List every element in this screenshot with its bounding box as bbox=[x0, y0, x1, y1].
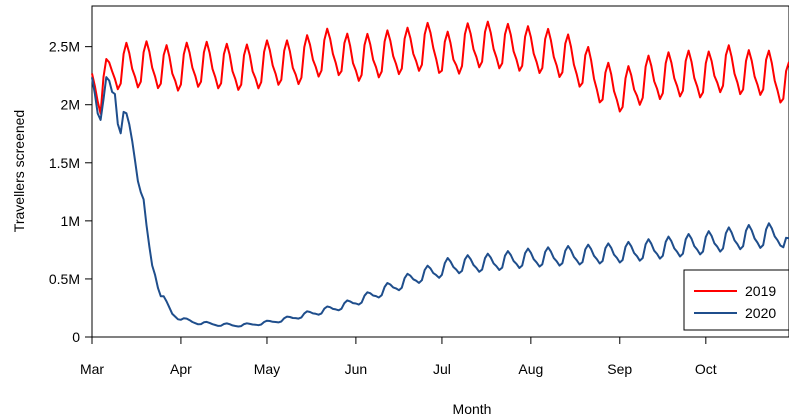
legend-label-2019: 2019 bbox=[745, 283, 776, 299]
legend-box bbox=[683, 269, 789, 331]
x-tick-label: Jun bbox=[345, 361, 368, 377]
x-tick-label: Apr bbox=[170, 361, 192, 377]
y-tick-label: 0.5M bbox=[49, 271, 80, 287]
legend: 2019 2020 bbox=[683, 269, 789, 331]
x-tick-label: May bbox=[254, 361, 280, 377]
plot-frame bbox=[91, 5, 789, 338]
y-tick-label: 1.5M bbox=[49, 155, 80, 171]
x-tick-label: Oct bbox=[695, 361, 717, 377]
y-axis: 0 0.5M 1M 1.5M 2M 2.5M bbox=[49, 39, 92, 345]
x-tick-label: Jul bbox=[433, 361, 451, 377]
y-tick-label: 0 bbox=[72, 329, 80, 345]
y-axis-title: Travellers screened bbox=[11, 110, 27, 232]
y-tick-label: 2.5M bbox=[49, 39, 80, 55]
series-layer bbox=[91, 20, 789, 328]
series-line-2019 bbox=[91, 20, 789, 115]
x-tick-label: Aug bbox=[518, 361, 543, 377]
x-axis-title: Month bbox=[453, 401, 492, 417]
y-tick-label: 1M bbox=[61, 213, 80, 229]
series-line-2020 bbox=[91, 76, 789, 328]
x-axis: Mar Apr May Jun Jul Aug Sep Oct bbox=[80, 337, 717, 377]
x-tick-label: Mar bbox=[80, 361, 104, 377]
x-tick-label: Sep bbox=[607, 361, 632, 377]
legend-label-2020: 2020 bbox=[745, 305, 776, 321]
y-tick-label: 2M bbox=[61, 97, 80, 113]
